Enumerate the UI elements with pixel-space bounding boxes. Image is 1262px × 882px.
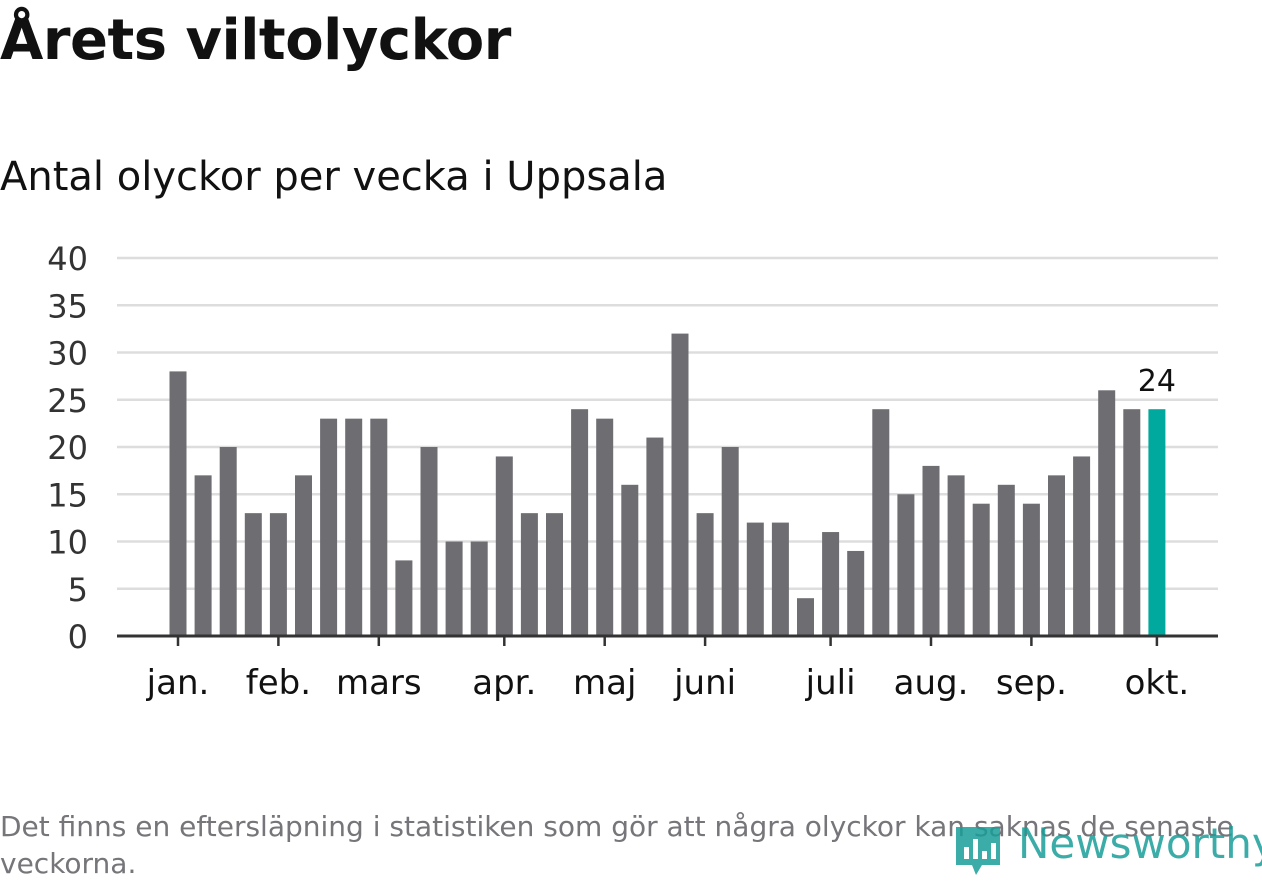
bar[interactable] <box>822 532 840 636</box>
bar[interactable] <box>571 409 589 636</box>
bar[interactable] <box>1073 456 1091 636</box>
bar[interactable] <box>219 447 237 636</box>
bar[interactable] <box>972 503 990 636</box>
bar[interactable] <box>947 475 965 636</box>
y-tick-label: 10 <box>47 524 88 562</box>
y-tick-label: 40 <box>47 240 88 278</box>
bar[interactable] <box>721 447 739 636</box>
bar[interactable] <box>520 513 538 636</box>
x-tick-label: aug. <box>894 663 969 703</box>
bar[interactable] <box>1048 475 1065 636</box>
bar[interactable] <box>696 513 714 636</box>
y-tick-label: 5 <box>68 571 88 609</box>
bar[interactable] <box>1098 390 1116 636</box>
bar[interactable] <box>345 418 363 636</box>
x-tick-label: juli <box>805 663 856 703</box>
logo-text: Newsworthy <box>1018 819 1262 868</box>
bar[interactable] <box>847 550 865 636</box>
y-tick-label: 25 <box>47 382 88 420</box>
bar[interactable] <box>320 418 338 636</box>
bar[interactable] <box>646 437 664 636</box>
bar[interactable] <box>746 522 764 636</box>
bar[interactable] <box>997 484 1015 636</box>
x-tick-label: jan. <box>146 663 210 703</box>
bar[interactable] <box>269 513 287 636</box>
bar[interactable] <box>1022 503 1040 636</box>
bar[interactable] <box>370 418 388 636</box>
bar[interactable] <box>671 333 689 636</box>
x-tick-label: apr. <box>472 663 536 703</box>
bar[interactable] <box>596 418 614 636</box>
x-tick-label: mars <box>336 663 422 703</box>
bar-value-label: 24 <box>1138 364 1176 399</box>
x-tick-label: feb. <box>246 663 311 703</box>
bar[interactable] <box>922 465 940 636</box>
y-tick-label: 15 <box>47 476 88 514</box>
bar[interactable] <box>621 484 639 636</box>
y-tick-label: 0 <box>68 618 88 656</box>
newsworthy-logo[interactable]: Newsworthy <box>950 815 1262 879</box>
x-tick-label: maj <box>573 663 636 703</box>
bar[interactable] <box>546 513 563 636</box>
annotations: 24 <box>1138 364 1176 399</box>
x-tick-label: juni <box>673 663 736 703</box>
bar-chart: 0 5 10 15 20 25 30 35 40 jan. feb. mars apr. maj juni… <box>47 240 1218 703</box>
bar[interactable] <box>395 560 413 636</box>
bar[interactable] <box>295 475 312 636</box>
footnote: Det finns en eftersläpning i statistiken… <box>0 810 1234 880</box>
x-tick-label: sep. <box>996 663 1067 703</box>
bar[interactable] <box>872 409 890 636</box>
chart-title: Årets viltolyckor <box>0 8 511 73</box>
bar[interactable] <box>771 522 789 636</box>
bar[interactable] <box>445 541 463 637</box>
bar[interactable] <box>897 494 915 636</box>
bar[interactable] <box>1123 409 1141 636</box>
bar[interactable] <box>244 513 262 636</box>
bar[interactable] <box>194 475 212 636</box>
gridlines <box>117 256 1218 590</box>
y-tick-label: 35 <box>47 287 88 325</box>
bar[interactable] <box>495 456 513 636</box>
bar[interactable] <box>1148 409 1166 636</box>
bar[interactable] <box>470 541 488 637</box>
bar[interactable] <box>420 447 438 636</box>
y-tick-label: 30 <box>47 335 88 373</box>
bar[interactable] <box>169 371 187 636</box>
chart-logo-icon <box>956 827 1000 875</box>
y-axis-ticks: 0 5 10 15 20 25 30 35 40 <box>47 240 88 656</box>
chart-subtitle: Antal olyckor per vecka i Uppsala <box>0 154 668 200</box>
y-tick-label: 20 <box>47 429 88 467</box>
bar[interactable] <box>797 598 814 636</box>
x-axis: jan. feb. mars apr. maj juni juli aug. sep. okt. <box>117 634 1218 703</box>
x-tick-label: okt. <box>1125 663 1190 703</box>
bars <box>169 333 1166 637</box>
